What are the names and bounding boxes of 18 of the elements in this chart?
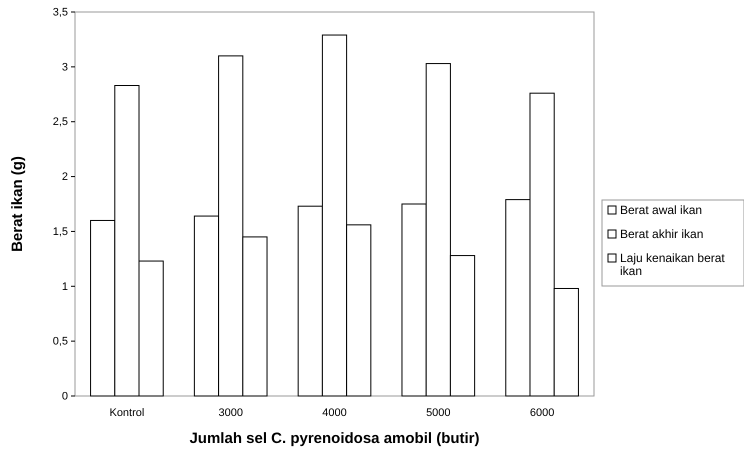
y-tick-label: 0 xyxy=(62,390,68,403)
y-tick-label: 2 xyxy=(62,171,68,184)
y-tick-label: 3,5 xyxy=(52,6,68,19)
x-tick-label: 5000 xyxy=(426,406,451,419)
y-tick-label: 2,5 xyxy=(52,116,68,128)
y-axis-title: Berat ikan (g) xyxy=(9,156,26,252)
x-tick-label: 4000 xyxy=(322,406,347,419)
x-tick-label: 6000 xyxy=(530,406,554,419)
y-tick-label: 3 xyxy=(62,61,68,74)
x-tick-label: 3000 xyxy=(218,406,243,419)
y-tick-label: 0,5 xyxy=(52,336,68,348)
x-tick-label: Kontrol xyxy=(109,406,144,419)
y-tick-label: 1,5 xyxy=(52,226,68,238)
legend-label: Berat akhir ikan xyxy=(620,227,704,241)
legend-label: Laju kenaikan berat ikan xyxy=(620,251,726,278)
x-axis-title: Jumlah sel C. pyrenoidosa amobil (butir) xyxy=(189,430,480,447)
y-tick-label: 1 xyxy=(62,280,68,293)
legend-label: Berat awal ikan xyxy=(620,203,702,217)
